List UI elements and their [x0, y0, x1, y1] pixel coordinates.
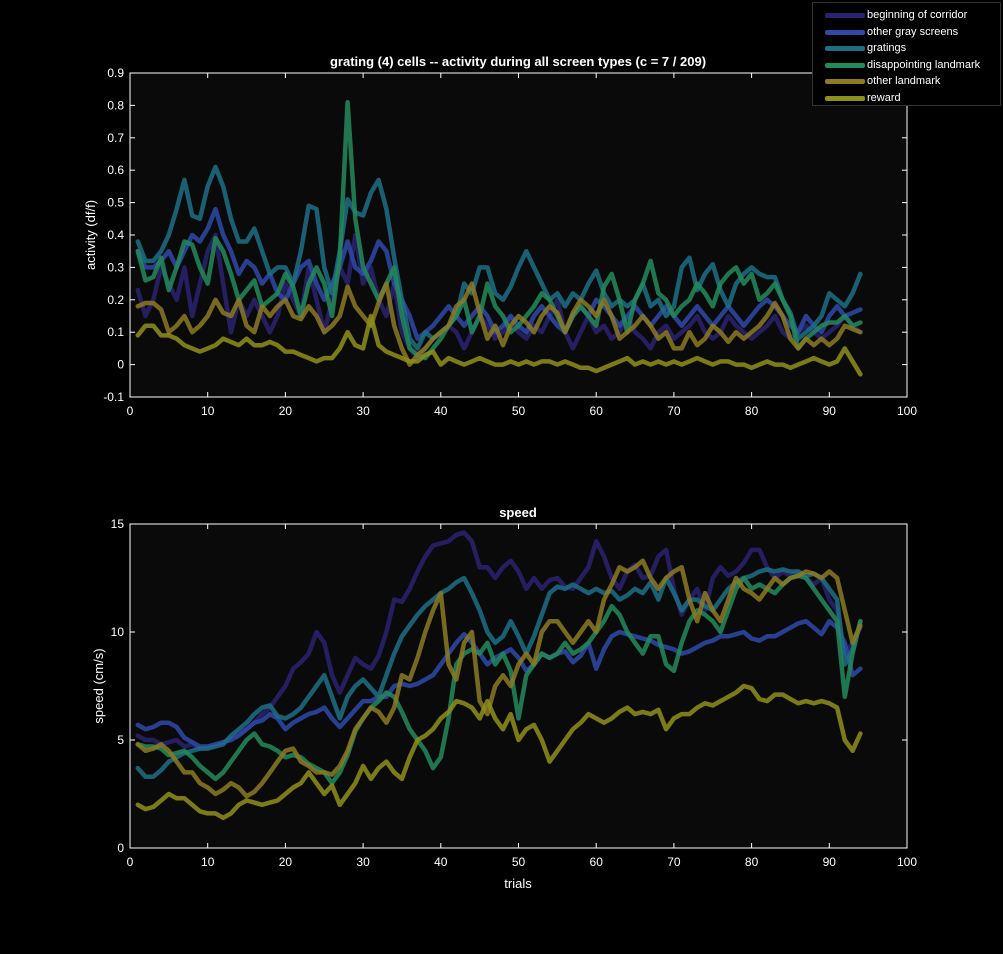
activity-y-axis-label: activity (df/f) [83, 200, 98, 270]
y-tick-label: 0.4 [107, 228, 124, 242]
activity-ticks: 0 10 20 30 40 50 60 70 80 90 100-0.100.10.20.30.40… [103, 66, 917, 418]
speed-lines [135, 530, 863, 821]
x-tick-label: 60 [590, 404, 604, 418]
y-tick-label: 0.6 [107, 163, 124, 177]
legend-item: other gray screens [813, 24, 1002, 41]
x-tick-label: 30 [356, 855, 370, 869]
series-line-4 [135, 558, 863, 799]
legend-label: other landmark [867, 75, 941, 87]
series-line-1 [135, 206, 863, 341]
speed-y-axis-label: speed (cm/s) [91, 648, 106, 723]
y-tick-label: 0.2 [107, 293, 124, 307]
activity-axes-background [130, 73, 907, 397]
x-tick-label: 40 [434, 855, 448, 869]
y-tick-label: 0.9 [107, 66, 124, 80]
legend-label: reward [867, 92, 901, 104]
legend-item: beginning of corridor [813, 7, 1002, 24]
y-tick-label: 0 [117, 358, 124, 372]
series-line-5 [135, 683, 863, 821]
x-tick-label: 50 [512, 404, 526, 418]
x-tick-label: 30 [356, 404, 370, 418]
legend-item: reward [813, 90, 1002, 107]
activity-chart-title: grating (4) cells -- activity during all… [330, 54, 706, 69]
legend-label: beginning of corridor [867, 9, 968, 21]
x-tick-label: 20 [279, 404, 293, 418]
legend: beginning of corridor other gray screens… [812, 2, 1001, 106]
legend-swatch [825, 63, 865, 68]
legend-swatch [825, 30, 865, 35]
x-tick-label: 20 [279, 855, 293, 869]
series-line-0 [135, 530, 863, 751]
legend-swatch [825, 13, 865, 18]
activity-lines [135, 99, 863, 377]
series-line-4 [135, 281, 863, 367]
y-tick-label: 0 [117, 841, 124, 855]
x-tick-label: 80 [745, 855, 759, 869]
x-tick-label: 100 [897, 855, 917, 869]
x-tick-label: 50 [512, 855, 526, 869]
x-tick-label: 70 [667, 855, 681, 869]
legend-label: gratings [867, 42, 907, 54]
legend-label: disappointing landmark [867, 59, 981, 71]
y-tick-label: 5 [117, 733, 124, 747]
x-tick-label: 90 [823, 404, 837, 418]
legend-label: other gray screens [867, 26, 959, 38]
series-line-5 [135, 313, 863, 377]
x-tick-label: 10 [201, 404, 215, 418]
y-tick-label: -0.1 [103, 390, 124, 404]
x-tick-label: 60 [590, 855, 604, 869]
y-tick-label: 0.7 [107, 131, 124, 145]
y-tick-label: 0.3 [107, 260, 124, 274]
speed-chart: 0 10 20 30 40 50 60 70 80 90 100 0 5 10 15 speed speed… [91, 505, 917, 891]
y-tick-label: 15 [111, 517, 125, 531]
legend-item: disappointing landmark [813, 57, 1002, 74]
y-tick-label: 10 [111, 625, 125, 639]
y-tick-label: 0.5 [107, 196, 124, 210]
legend-item: gratings [813, 40, 1002, 57]
activity-chart: 0 10 20 30 40 50 60 70 80 90 100-0.100.10.20.30.40… [83, 54, 917, 418]
x-tick-label: 100 [897, 404, 917, 418]
legend-swatch [825, 46, 865, 51]
x-tick-label: 10 [201, 855, 215, 869]
series-line-3 [135, 99, 863, 361]
speed-x-axis-label: trials [504, 876, 532, 891]
x-tick-label: 90 [823, 855, 837, 869]
speed-ticks: 0 10 20 30 40 50 60 70 80 90 100 0 5 10 15 [111, 517, 918, 869]
y-tick-label: 0.1 [107, 325, 124, 339]
x-tick-label: 0 [127, 855, 134, 869]
legend-swatch [825, 96, 865, 101]
legend-item: other landmark [813, 73, 1002, 90]
x-tick-label: 70 [667, 404, 681, 418]
speed-chart-title: speed [499, 505, 537, 520]
x-tick-label: 0 [127, 404, 134, 418]
x-tick-label: 80 [745, 404, 759, 418]
legend-swatch [825, 79, 865, 84]
x-tick-label: 40 [434, 404, 448, 418]
y-tick-label: 0.8 [107, 98, 124, 112]
